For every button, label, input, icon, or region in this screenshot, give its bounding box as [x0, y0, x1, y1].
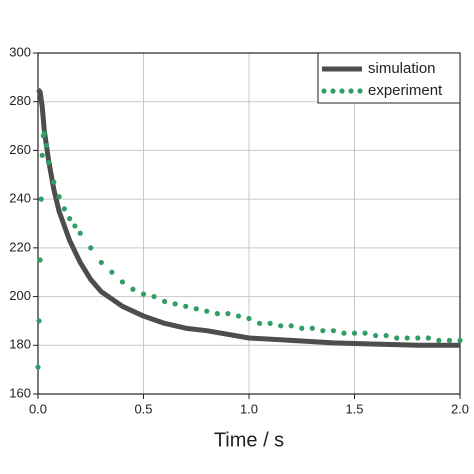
legend-swatch: [330, 88, 336, 94]
data-point: [214, 311, 220, 317]
data-point: [225, 311, 231, 317]
data-point: [98, 259, 104, 266]
y-tick-label: 300: [9, 44, 31, 59]
x-tick-label: 0.0: [29, 401, 47, 416]
legend-swatch: [348, 88, 354, 94]
x-tick-label: 1.0: [240, 401, 258, 416]
data-point: [436, 337, 442, 344]
data-point: [72, 223, 78, 229]
legend-swatch: [357, 88, 363, 94]
data-point: [394, 335, 400, 341]
data-point: [256, 320, 263, 326]
y-tick-label: 220: [9, 239, 31, 254]
y-tick-label: 160: [9, 385, 31, 400]
data-point: [77, 230, 83, 236]
data-point: [183, 303, 189, 309]
legend-label: simulation: [368, 60, 436, 77]
data-point: [88, 245, 94, 251]
y-tick-label: 260: [9, 142, 31, 157]
data-point: [130, 286, 136, 292]
y-tick-label: 240: [9, 191, 31, 206]
data-point: [341, 330, 347, 336]
data-point: [140, 291, 147, 297]
data-point: [56, 194, 62, 200]
data-point: [67, 216, 73, 222]
data-point: [446, 337, 453, 344]
x-tick-label: 0.5: [134, 401, 152, 416]
y-tick-label: 200: [9, 288, 31, 303]
legend-box: [317, 52, 461, 104]
legend-swatch: [339, 88, 345, 94]
data-point: [362, 330, 368, 336]
data-point: [415, 335, 421, 341]
data-point: [162, 298, 168, 305]
data-point: [299, 325, 305, 331]
data-point: [51, 179, 57, 185]
data-point: [43, 142, 50, 149]
plot-frame: [37, 52, 461, 395]
data-point: [172, 301, 178, 307]
data-point: [373, 332, 379, 339]
data-point: [383, 332, 389, 339]
data-point: [404, 335, 410, 341]
data-point: [35, 364, 41, 370]
legend-label: experiment: [368, 82, 443, 99]
data-point: [36, 318, 42, 324]
data-point: [109, 269, 115, 275]
x-tick-label: 2.0: [451, 401, 469, 416]
data-point: [45, 160, 52, 166]
data-point: [267, 320, 273, 326]
data-point: [38, 196, 44, 202]
data-point: [320, 328, 326, 334]
x-axis-label: Time / s: [214, 429, 284, 451]
data-point: [39, 152, 45, 158]
data-point: [425, 335, 431, 341]
data-point: [151, 293, 157, 300]
data-point: [193, 306, 199, 312]
data-point: [278, 323, 284, 329]
legend-swatch: [321, 88, 327, 94]
data-point: [457, 337, 463, 344]
data-point: [235, 313, 242, 319]
data-point: [119, 279, 125, 285]
data-point: [288, 323, 294, 329]
data-point: [246, 315, 252, 322]
data-point: [37, 257, 43, 263]
data-point: [41, 130, 47, 136]
y-tick-label: 180: [9, 337, 31, 352]
y-tick-label: 280: [9, 93, 31, 108]
data-point: [351, 330, 358, 336]
x-tick-label: 1.5: [345, 401, 363, 416]
data-point: [61, 206, 67, 212]
data-point: [204, 308, 210, 314]
data-point: [330, 328, 336, 334]
data-point: [309, 325, 315, 331]
